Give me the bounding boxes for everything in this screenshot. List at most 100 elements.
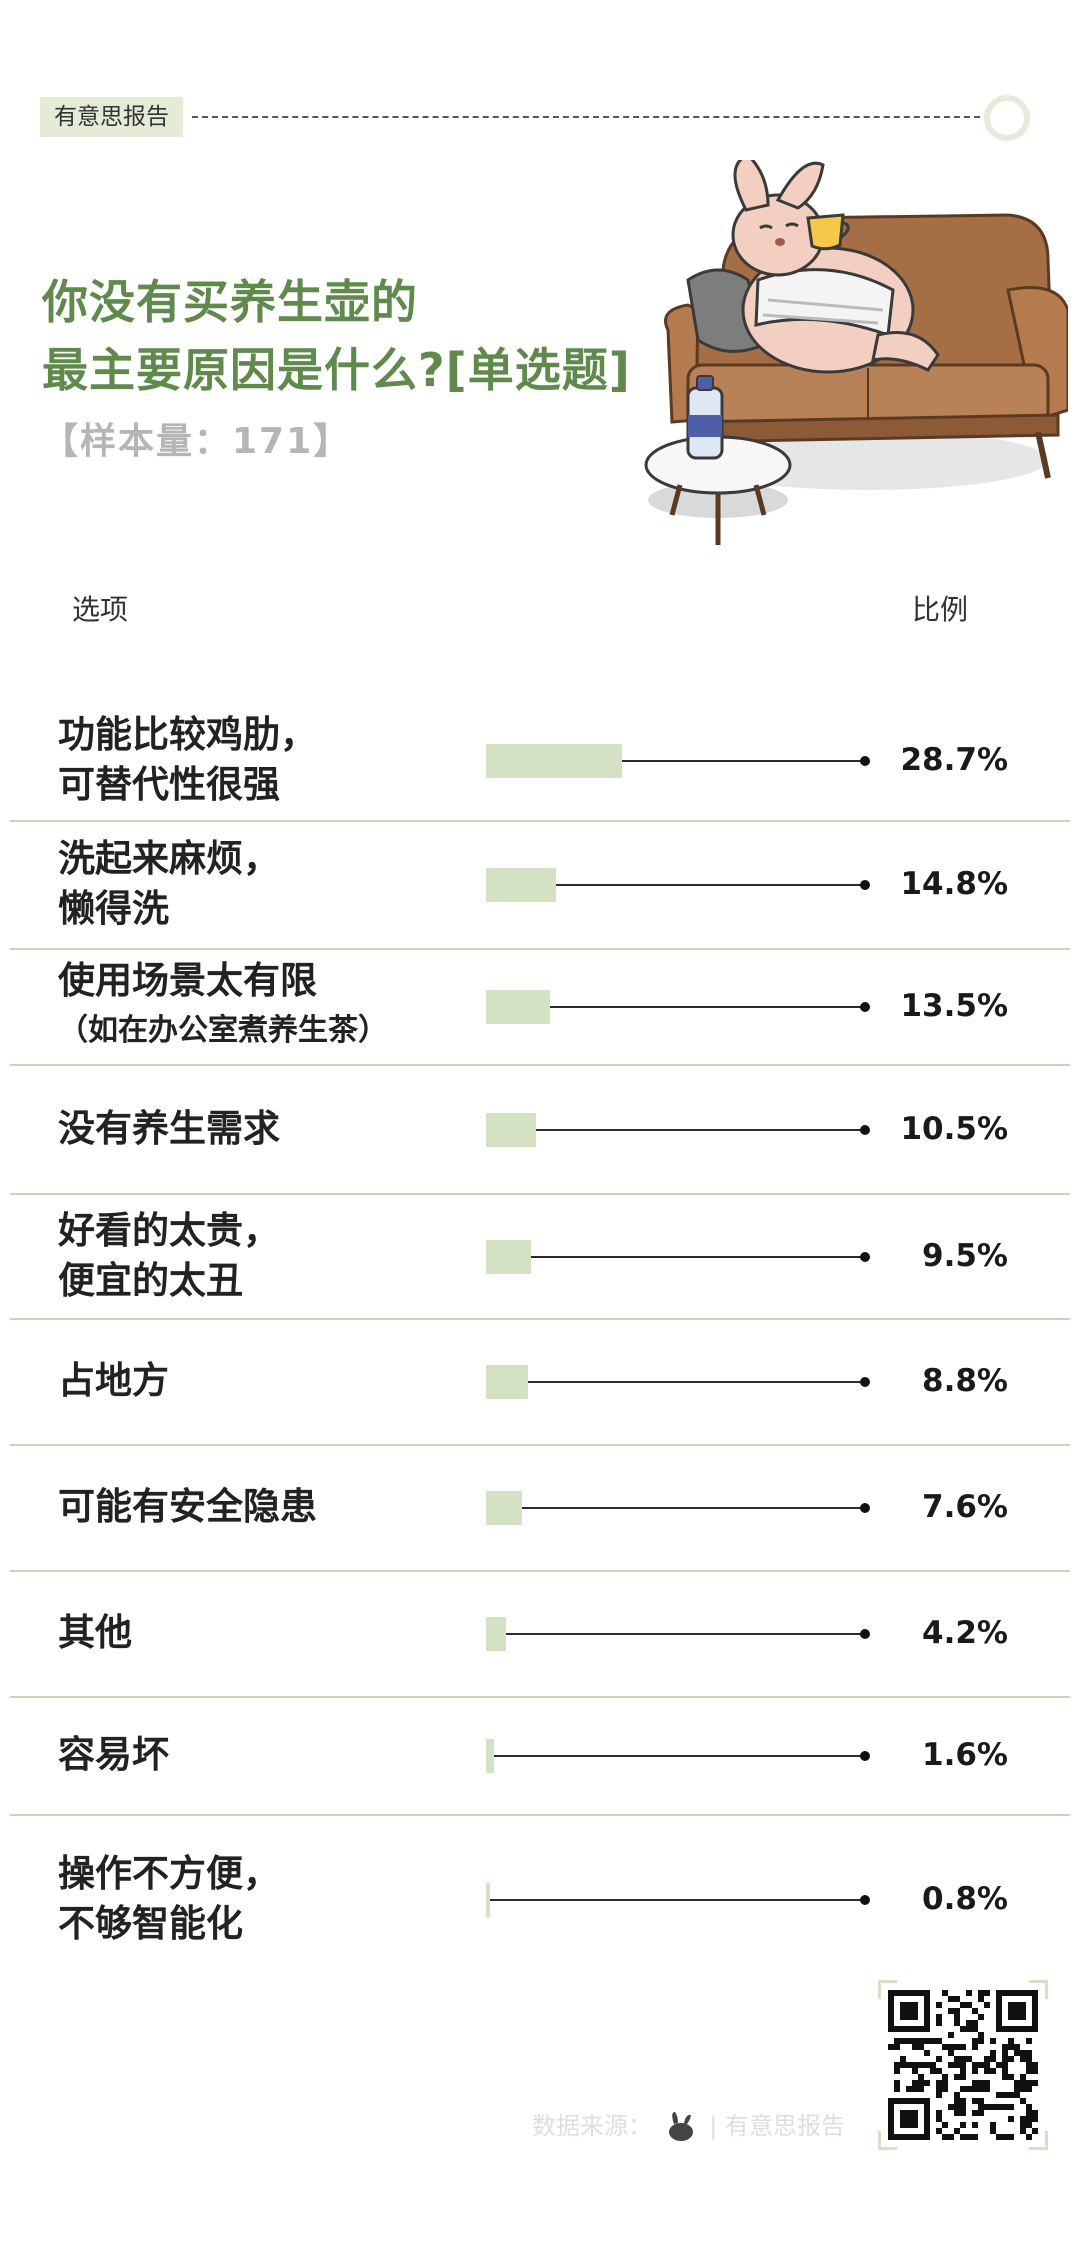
row-label: 洗起来麻烦， 懒得洗 bbox=[58, 834, 280, 934]
bar bbox=[486, 744, 622, 778]
row-divider bbox=[10, 948, 1070, 950]
chart-row: 其他 4.2% bbox=[0, 1570, 1080, 1696]
bar-track-line bbox=[486, 1128, 866, 1131]
row-label: 其他 bbox=[58, 1608, 132, 1658]
row-label-line-1: 功能比较鸡肋， bbox=[58, 713, 317, 756]
row-label-line-1: 其他 bbox=[58, 1611, 132, 1654]
bar-track-end-dot bbox=[860, 1895, 870, 1905]
bar-value-label: 9.5% bbox=[922, 1237, 1008, 1274]
bar-value-label: 14.8% bbox=[900, 866, 1008, 902]
row-label-line-1: 容易坏 bbox=[58, 1733, 169, 1776]
chart-row: 使用场景太有限 （如在办公室煮养生茶） 13.5% bbox=[0, 948, 1080, 1064]
sample-size: 【样本量：171】 bbox=[42, 421, 352, 462]
bar-value-label: 10.5% bbox=[900, 1110, 1008, 1147]
bar bbox=[486, 1491, 522, 1525]
row-divider bbox=[10, 820, 1070, 822]
rabbit-logo-icon bbox=[668, 2112, 693, 2141]
row-label: 使用场景太有限 （如在办公室煮养生茶） bbox=[58, 956, 388, 1056]
row-label: 可能有安全隐患 bbox=[58, 1482, 317, 1532]
column-header-option: 选项 bbox=[72, 593, 129, 626]
chart-row: 操作不方便， 不够智能化 0.8% bbox=[0, 1814, 1080, 1984]
chart-row: 占地方 8.8% bbox=[0, 1318, 1080, 1444]
row-label-line-1: 使用场景太有限 bbox=[58, 959, 317, 1002]
data-source: 数据来源： | 有意思报告 bbox=[532, 2106, 845, 2142]
bar bbox=[486, 990, 550, 1024]
bar bbox=[486, 1617, 506, 1651]
row-label-line-2: 便宜的太丑 bbox=[58, 1258, 243, 1302]
bar-value-label: 4.2% bbox=[922, 1615, 1008, 1651]
source-name: | 有意思报告 bbox=[709, 2112, 845, 2140]
bar bbox=[486, 868, 557, 902]
bar-track-line bbox=[486, 1381, 866, 1383]
bar bbox=[486, 1365, 528, 1399]
row-divider bbox=[10, 1064, 1070, 1066]
bar-track-line bbox=[486, 1633, 866, 1635]
bar-track-end-dot bbox=[860, 880, 870, 890]
row-label: 好看的太贵， 便宜的太丑 bbox=[58, 1206, 280, 1306]
row-label-line-1: 洗起来麻烦， bbox=[58, 837, 280, 880]
bar bbox=[486, 1112, 536, 1147]
row-label: 容易坏 bbox=[58, 1730, 169, 1780]
row-label-line-2: 不够智能化 bbox=[58, 1902, 243, 1945]
bar-track-line bbox=[486, 1899, 866, 1901]
row-label: 功能比较鸡肋， 可替代性很强 bbox=[58, 710, 317, 810]
row-label-line-1: 操作不方便， bbox=[58, 1852, 280, 1895]
row-label-line-2: 懒得洗 bbox=[58, 887, 169, 930]
bar-track-end-dot bbox=[860, 1503, 870, 1513]
row-label-line-1: 没有养生需求 bbox=[58, 1106, 280, 1150]
bar bbox=[486, 1883, 490, 1917]
bar-track-end-dot bbox=[860, 1251, 870, 1262]
bar-track-end-dot bbox=[860, 1002, 870, 1012]
row-label: 占地方 bbox=[58, 1356, 169, 1406]
source-label: 数据来源： bbox=[532, 2112, 652, 2140]
row-label-line-2: 可替代性很强 bbox=[58, 763, 280, 806]
bar-track-end-dot bbox=[860, 756, 870, 766]
bar-track-end-dot bbox=[860, 1124, 870, 1135]
row-label-line-1: 好看的太贵， bbox=[58, 1208, 280, 1252]
bar bbox=[486, 1739, 494, 1773]
chart-row: 功能比较鸡肋， 可替代性很强 28.7% bbox=[0, 700, 1080, 820]
header-ring-icon bbox=[984, 95, 1030, 141]
bar-track-end-dot bbox=[860, 1629, 870, 1639]
bar-track-line bbox=[486, 1006, 866, 1008]
chart-row: 好看的太贵， 便宜的太丑 9.5% bbox=[0, 1193, 1080, 1318]
bar-value-label: 8.8% bbox=[922, 1363, 1008, 1399]
bar-value-label: 1.6% bbox=[922, 1737, 1008, 1773]
bar-track-line bbox=[486, 1255, 866, 1258]
row-divider bbox=[10, 1570, 1070, 1572]
bar-value-label: 28.7% bbox=[900, 742, 1008, 778]
rabbit-on-sofa-illustration bbox=[644, 160, 1068, 545]
bar-track-line bbox=[486, 884, 866, 886]
bar-value-label: 13.5% bbox=[900, 988, 1008, 1024]
chart-row: 容易坏 1.6% bbox=[0, 1696, 1080, 1814]
title-line-2: 最主要原因是什么?[单选题] bbox=[42, 343, 631, 397]
chart-row: 洗起来麻烦， 懒得洗 14.8% bbox=[0, 820, 1080, 948]
row-divider bbox=[10, 1814, 1070, 1816]
bar-track-line bbox=[486, 1507, 866, 1509]
row-label: 操作不方便， 不够智能化 bbox=[58, 1849, 280, 1949]
column-header-ratio: 比例 bbox=[912, 593, 969, 626]
header-dashed-line bbox=[192, 116, 990, 118]
row-label-line-2: （如在办公室煮养生茶） bbox=[58, 1013, 388, 1048]
row-divider bbox=[10, 1444, 1070, 1446]
bar-value-label: 7.6% bbox=[922, 1489, 1008, 1525]
row-divider bbox=[10, 1318, 1070, 1320]
brand-tag: 有意思报告 bbox=[40, 97, 183, 137]
chart-row: 没有养生需求 10.5% bbox=[0, 1064, 1080, 1193]
bar-track-line bbox=[486, 760, 866, 762]
page-title: 你没有买养生壶的 最主要原因是什么?[单选题] bbox=[42, 268, 631, 404]
bar bbox=[486, 1239, 532, 1274]
row-label-line-1: 占地方 bbox=[58, 1359, 169, 1402]
bar-track-end-dot bbox=[860, 1751, 870, 1761]
row-label: 没有养生需求 bbox=[58, 1104, 280, 1154]
bar-track-line bbox=[486, 1755, 866, 1757]
chart-row: 可能有安全隐患 7.6% bbox=[0, 1444, 1080, 1570]
qr-code[interactable] bbox=[878, 1980, 1048, 2150]
row-divider bbox=[10, 1193, 1070, 1195]
bar-value-label: 0.8% bbox=[922, 1881, 1008, 1917]
row-divider bbox=[10, 1696, 1070, 1698]
bar-track-end-dot bbox=[860, 1377, 870, 1387]
qr-code-image bbox=[888, 1990, 1038, 2140]
row-label-line-1: 可能有安全隐患 bbox=[58, 1485, 317, 1528]
